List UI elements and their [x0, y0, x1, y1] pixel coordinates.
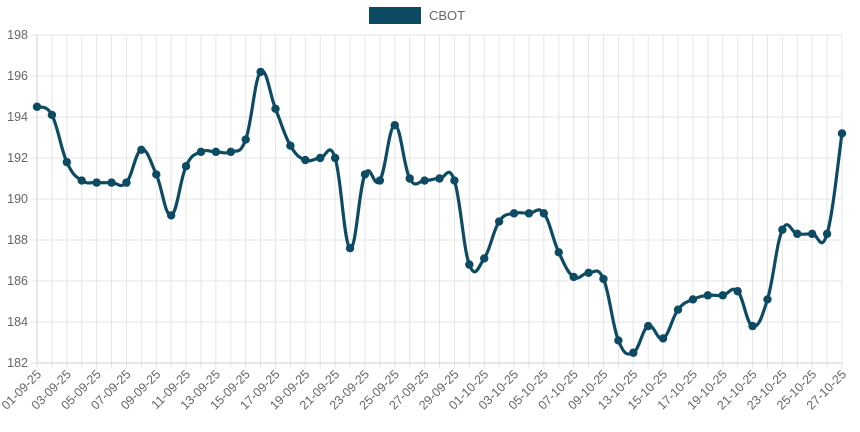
data-point[interactable] — [241, 135, 250, 144]
y-tick-label: 188 — [7, 233, 28, 247]
data-point[interactable] — [390, 121, 399, 130]
data-point[interactable] — [137, 145, 146, 154]
data-point[interactable] — [286, 141, 295, 150]
data-point[interactable] — [211, 147, 221, 157]
legend[interactable]: CBOT — [369, 7, 465, 24]
data-point[interactable] — [256, 67, 265, 77]
data-point[interactable] — [196, 147, 206, 157]
data-point[interactable] — [301, 155, 310, 165]
data-point[interactable] — [330, 153, 340, 163]
data-point[interactable] — [658, 334, 668, 343]
data-point[interactable] — [435, 174, 444, 183]
data-point[interactable] — [807, 229, 817, 239]
data-point[interactable] — [152, 170, 161, 179]
legend-label-cbot[interactable]: CBOT — [429, 8, 465, 23]
data-point[interactable] — [122, 178, 131, 187]
data-point[interactable] — [77, 176, 86, 185]
data-point[interactable] — [107, 178, 116, 187]
data-point[interactable] — [688, 295, 698, 304]
series-cbot — [32, 67, 847, 357]
data-point[interactable] — [271, 104, 280, 114]
y-tick-label: 194 — [7, 110, 28, 124]
y-gridlines — [31, 34, 842, 364]
data-point[interactable] — [569, 272, 578, 282]
data-point[interactable] — [450, 176, 459, 185]
y-tick-label: 198 — [7, 28, 28, 42]
data-point[interactable] — [554, 248, 563, 257]
data-point[interactable] — [599, 274, 608, 284]
data-point[interactable] — [509, 209, 519, 218]
data-point[interactable] — [673, 305, 683, 314]
data-point[interactable] — [62, 157, 72, 167]
y-axis-tick-labels: 182 184 186 188 190 192 194 196 198 — [7, 28, 28, 370]
x-axis-tick-labels: 01-09-2503-09-2505-09-2507-09-2509-09-25… — [0, 367, 849, 412]
y-tick-label: 192 — [7, 151, 28, 165]
data-point[interactable] — [375, 176, 385, 185]
data-point[interactable] — [703, 291, 713, 300]
data-point[interactable] — [494, 217, 504, 226]
data-point[interactable] — [345, 244, 355, 253]
data-point[interactable] — [539, 209, 549, 218]
data-point[interactable] — [629, 348, 638, 357]
data-point[interactable] — [405, 174, 414, 183]
data-point[interactable] — [644, 321, 653, 331]
y-tick-label: 190 — [7, 192, 28, 206]
data-point[interactable] — [316, 153, 325, 163]
data-point[interactable] — [748, 321, 757, 331]
data-point[interactable] — [718, 291, 727, 300]
y-tick-label: 184 — [7, 315, 28, 329]
y-tick-label: 182 — [7, 356, 28, 370]
data-point[interactable] — [47, 110, 57, 120]
data-point[interactable] — [837, 129, 847, 138]
y-tick-label: 196 — [7, 69, 28, 83]
data-point[interactable] — [480, 254, 489, 263]
y-tick-label: 186 — [7, 274, 28, 288]
data-point[interactable] — [465, 260, 474, 269]
data-point[interactable] — [822, 229, 832, 239]
data-point[interactable] — [584, 268, 593, 277]
data-point[interactable] — [614, 336, 623, 345]
data-point[interactable] — [92, 178, 101, 187]
data-point[interactable] — [733, 287, 742, 296]
data-point[interactable] — [778, 225, 787, 234]
data-point[interactable] — [420, 176, 429, 185]
legend-swatch-cbot[interactable] — [369, 7, 421, 24]
x-gridlines — [36, 35, 843, 369]
data-point[interactable] — [793, 229, 802, 239]
data-point[interactable] — [524, 209, 534, 218]
data-point[interactable] — [226, 147, 235, 157]
data-point[interactable] — [166, 211, 176, 220]
data-point[interactable] — [181, 162, 191, 171]
data-point[interactable] — [32, 102, 42, 111]
data-point[interactable] — [763, 295, 772, 304]
data-point[interactable] — [360, 170, 370, 179]
